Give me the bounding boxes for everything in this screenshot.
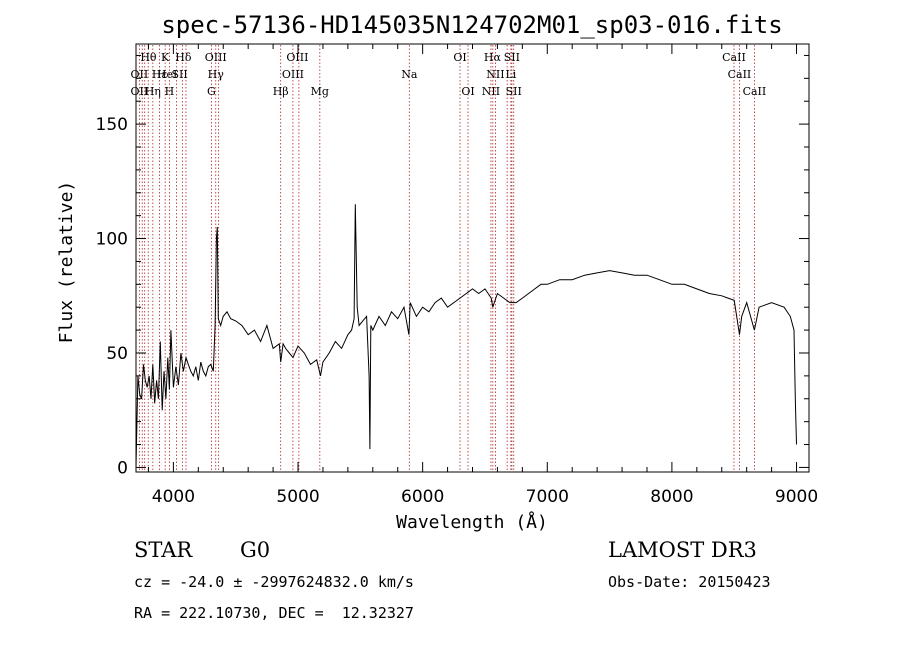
- line-label-row1-8: CaII: [722, 51, 746, 64]
- line-label-row2-2: HeI: [157, 68, 177, 81]
- line-label-row3-8: SII: [506, 85, 522, 98]
- y-tick-label-0: 0: [117, 458, 128, 478]
- line-label-row2-5: OIII: [282, 68, 304, 81]
- line-label-row1-1: K: [161, 51, 170, 64]
- line-label-row3-1: Hη: [145, 85, 161, 98]
- observation-date: Obs-Date: 20150423: [608, 573, 771, 591]
- axis-ticks: 4000 5000 6000 7000 8000 9000 0 50 100 150: [96, 44, 818, 507]
- line-label-row3-6: OI: [461, 85, 474, 98]
- line-label-row3-2: H: [165, 85, 175, 98]
- line-label-row1-5: OI: [453, 51, 466, 64]
- x-tick-label-5000: 5000: [276, 487, 319, 507]
- x-tick-label-4000: 4000: [152, 487, 195, 507]
- x-tick-label-6000: 6000: [401, 487, 444, 507]
- line-label-row2-9: CaII: [728, 68, 752, 81]
- line-label-row3-5: Mg: [311, 85, 329, 98]
- y-tick-label-100: 100: [96, 230, 128, 250]
- x-axis-label: Wavelength (Å): [396, 511, 548, 533]
- line-label-row3-4: Hβ: [273, 85, 289, 98]
- coordinates-readout: RA = 222.10730, DEC = 12.32327: [134, 604, 414, 622]
- line-label-row1-4: OIII: [286, 51, 308, 64]
- y-tick-label-50: 50: [106, 344, 128, 364]
- line-label-row3-0: OII: [131, 85, 149, 98]
- x-tick-label-7000: 7000: [526, 487, 569, 507]
- line-label-row1-6: Hα: [484, 51, 502, 64]
- line-label-row1-3: OIII: [205, 51, 227, 64]
- line-label-row2-7: NII: [486, 68, 504, 81]
- line-label-row2-8: Li: [505, 68, 516, 81]
- line-label-row3-7: NII: [482, 85, 500, 98]
- spectrum-line: [135, 204, 797, 468]
- line-label-row2-6: Na: [401, 68, 418, 81]
- line-label-row2-0: OII: [131, 68, 149, 81]
- line-label-row2-1: Hε: [152, 68, 168, 81]
- y-axis-label: Flux (relative): [56, 181, 77, 344]
- chart-title: spec-57136-HD145035N124702M01_sp03-016.f…: [161, 11, 782, 39]
- line-label-row1-0: Hθ: [140, 51, 157, 64]
- line-label-row1-2: Hδ: [175, 51, 192, 64]
- spectral-subclass: G0: [240, 538, 271, 562]
- redshift-readout: cz = -24.0 ± -2997624832.0 km/s: [134, 573, 414, 591]
- line-label-row1-7: SII: [504, 51, 520, 64]
- plot-frame: [135, 43, 810, 473]
- line-label-row3-3: G: [207, 85, 216, 98]
- y-tick-label-150: 150: [96, 115, 128, 135]
- line-label-row3-9: CaII: [743, 85, 767, 98]
- object-type: STAR: [134, 538, 193, 562]
- line-label-row2-4: Hγ: [208, 68, 225, 81]
- x-tick-label-8000: 8000: [650, 487, 693, 507]
- line-label-row2-3: SII: [172, 68, 188, 81]
- x-tick-label-9000: 9000: [775, 487, 818, 507]
- survey-name: LAMOST DR3: [608, 538, 757, 562]
